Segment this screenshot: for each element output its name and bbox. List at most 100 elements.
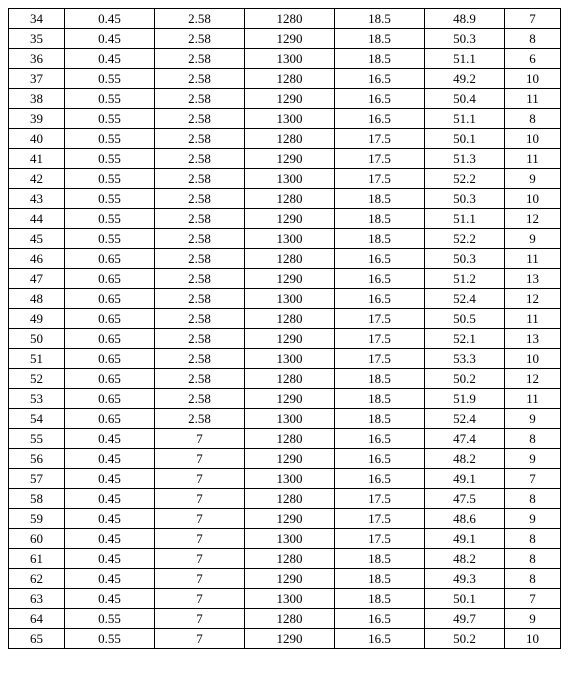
table-cell: 2.58	[155, 129, 245, 149]
table-cell: 18.5	[335, 569, 425, 589]
table-cell: 1280	[245, 249, 335, 269]
table-cell: 2.58	[155, 249, 245, 269]
table-cell: 45	[9, 229, 65, 249]
table-row: 400.552.58128017.550.110	[9, 129, 561, 149]
table-cell: 2.58	[155, 229, 245, 249]
table-cell: 51.1	[425, 49, 505, 69]
table-cell: 2.58	[155, 309, 245, 329]
table-row: 560.457129016.548.29	[9, 449, 561, 469]
table-cell: 1290	[245, 329, 335, 349]
table-cell: 1290	[245, 29, 335, 49]
table-cell: 0.45	[65, 429, 155, 449]
table-cell: 1300	[245, 109, 335, 129]
table-row: 540.652.58130018.552.49	[9, 409, 561, 429]
table-cell: 18.5	[335, 49, 425, 69]
table-cell: 1300	[245, 589, 335, 609]
table-cell: 10	[505, 69, 561, 89]
table-cell: 8	[505, 29, 561, 49]
table-cell: 10	[505, 189, 561, 209]
table-cell: 37	[9, 69, 65, 89]
table-cell: 1290	[245, 209, 335, 229]
table-cell: 2.58	[155, 109, 245, 129]
table-cell: 53.3	[425, 349, 505, 369]
table-cell: 7	[155, 569, 245, 589]
table-cell: 12	[505, 289, 561, 309]
table-row: 530.652.58129018.551.911	[9, 389, 561, 409]
table-cell: 48.2	[425, 449, 505, 469]
table-cell: 1280	[245, 309, 335, 329]
table-cell: 16.5	[335, 109, 425, 129]
table-cell: 56	[9, 449, 65, 469]
table-cell: 9	[505, 449, 561, 469]
table-cell: 1280	[245, 429, 335, 449]
table-cell: 2.58	[155, 49, 245, 69]
table-cell: 1280	[245, 549, 335, 569]
table-cell: 50.3	[425, 249, 505, 269]
table-cell: 51	[9, 349, 65, 369]
table-cell: 0.65	[65, 369, 155, 389]
table-cell: 1300	[245, 469, 335, 489]
table-row: 360.452.58130018.551.16	[9, 49, 561, 69]
table-cell: 0.45	[65, 469, 155, 489]
table-row: 640.557128016.549.79	[9, 609, 561, 629]
table-cell: 52.2	[425, 169, 505, 189]
table-row: 650.557129016.550.210	[9, 629, 561, 649]
table-cell: 2.58	[155, 269, 245, 289]
table-row: 570.457130016.549.17	[9, 469, 561, 489]
table-cell: 0.65	[65, 329, 155, 349]
table-cell: 48	[9, 289, 65, 309]
table-row: 390.552.58130016.551.18	[9, 109, 561, 129]
table-cell: 0.45	[65, 549, 155, 569]
table-cell: 0.55	[65, 89, 155, 109]
table-cell: 2.58	[155, 169, 245, 189]
table-cell: 0.55	[65, 189, 155, 209]
table-cell: 40	[9, 129, 65, 149]
table-cell: 2.58	[155, 369, 245, 389]
table-cell: 50.5	[425, 309, 505, 329]
table-row: 380.552.58129016.550.411	[9, 89, 561, 109]
table-cell: 7	[505, 589, 561, 609]
table-row: 350.452.58129018.550.38	[9, 29, 561, 49]
table-cell: 0.55	[65, 609, 155, 629]
table-cell: 17.5	[335, 349, 425, 369]
table-cell: 57	[9, 469, 65, 489]
table-row: 590.457129017.548.69	[9, 509, 561, 529]
table-cell: 49.1	[425, 529, 505, 549]
table-cell: 17.5	[335, 169, 425, 189]
table-cell: 51.3	[425, 149, 505, 169]
table-cell: 11	[505, 149, 561, 169]
table-cell: 17.5	[335, 309, 425, 329]
table-cell: 18.5	[335, 229, 425, 249]
table-row: 510.652.58130017.553.310	[9, 349, 561, 369]
table-cell: 0.55	[65, 109, 155, 129]
table-cell: 0.45	[65, 569, 155, 589]
table-cell: 60	[9, 529, 65, 549]
table-cell: 50.3	[425, 189, 505, 209]
table-cell: 18.5	[335, 29, 425, 49]
table-cell: 47.4	[425, 429, 505, 449]
table-cell: 13	[505, 269, 561, 289]
table-cell: 11	[505, 249, 561, 269]
table-row: 620.457129018.549.38	[9, 569, 561, 589]
table-cell: 1300	[245, 409, 335, 429]
table-cell: 0.45	[65, 49, 155, 69]
table-cell: 2.58	[155, 29, 245, 49]
table-cell: 11	[505, 389, 561, 409]
table-cell: 2.58	[155, 9, 245, 29]
table-cell: 0.65	[65, 349, 155, 369]
table-cell: 1290	[245, 389, 335, 409]
table-cell: 17.5	[335, 149, 425, 169]
table-row: 580.457128017.547.58	[9, 489, 561, 509]
table-cell: 52.1	[425, 329, 505, 349]
table-cell: 1300	[245, 289, 335, 309]
table-cell: 49.3	[425, 569, 505, 589]
table-cell: 18.5	[335, 209, 425, 229]
table-cell: 2.58	[155, 409, 245, 429]
table-cell: 7	[505, 469, 561, 489]
table-cell: 1290	[245, 269, 335, 289]
table-cell: 0.65	[65, 309, 155, 329]
table-cell: 8	[505, 109, 561, 129]
table-cell: 53	[9, 389, 65, 409]
table-row: 470.652.58129016.551.213	[9, 269, 561, 289]
table-cell: 35	[9, 29, 65, 49]
